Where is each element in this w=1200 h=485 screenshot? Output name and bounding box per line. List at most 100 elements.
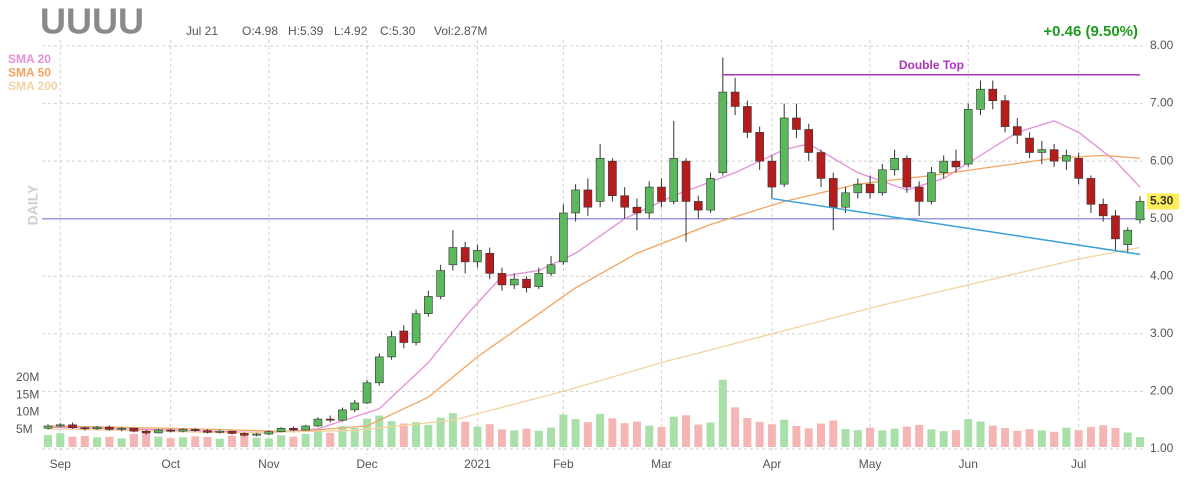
candle-body	[350, 402, 360, 411]
volume-bar	[1086, 426, 1095, 447]
candle-body	[117, 427, 126, 430]
volume-bar	[1074, 430, 1083, 447]
candle-body	[792, 117, 801, 130]
volume-bar	[301, 433, 310, 447]
volume-label: Vol:2.87M	[434, 24, 487, 38]
candle-body	[338, 409, 347, 421]
x-tick-label: Sep	[50, 457, 72, 471]
volume-bar	[1025, 429, 1034, 447]
volume-bar	[915, 424, 924, 447]
volume-bar	[951, 430, 960, 447]
volume-bar	[853, 430, 862, 447]
candle-body	[289, 427, 298, 431]
x-tick-label: Dec	[356, 457, 377, 471]
volume-bar	[252, 437, 261, 447]
volume-bar	[743, 418, 752, 447]
candle-body	[927, 172, 936, 202]
candle-body	[1098, 204, 1108, 217]
candle-body	[1013, 126, 1022, 136]
volume-bar	[620, 423, 629, 447]
sma-line	[47, 120, 1141, 434]
candle-body	[227, 430, 237, 434]
volume-bar	[804, 428, 813, 447]
x-tick-label: Oct	[161, 457, 180, 471]
candle-body	[963, 109, 973, 165]
volume-bar	[1050, 431, 1059, 447]
volume-bar	[731, 407, 740, 447]
volume-bar	[1037, 430, 1046, 447]
volume-bar	[154, 436, 163, 447]
volume-bar	[387, 421, 396, 447]
candle-body	[240, 433, 249, 436]
legend-entry: SMA 200	[8, 79, 58, 93]
candle-body	[755, 132, 764, 162]
candle-body	[730, 91, 740, 107]
candle-body	[976, 88, 985, 110]
volume-bar	[129, 433, 138, 447]
candle-body	[693, 201, 703, 211]
volume-bar	[142, 432, 151, 447]
candle-body	[252, 433, 261, 436]
symbol: UUUU	[40, 1, 144, 42]
candle-body	[779, 117, 789, 185]
candle-body	[485, 252, 495, 274]
volume-bar	[608, 418, 617, 447]
candle-body	[129, 427, 139, 432]
volume-bar	[767, 424, 776, 447]
candle-body	[43, 425, 53, 429]
volume-bar	[326, 432, 335, 447]
volume-bar	[755, 421, 764, 447]
volume-bar	[461, 421, 470, 447]
candle-body	[276, 427, 286, 433]
volume-bar	[669, 416, 678, 447]
candle-body	[583, 189, 593, 208]
volume-bar	[559, 414, 568, 447]
candle-body	[804, 129, 814, 153]
x-tick-label: May	[859, 457, 882, 471]
candle-body	[951, 160, 961, 168]
candle-body	[853, 183, 863, 194]
volume-bar	[277, 435, 286, 447]
volume-bar	[927, 429, 936, 447]
candle-body	[448, 247, 458, 266]
candle-body	[657, 186, 666, 202]
candle-body	[571, 189, 580, 214]
x-tick-label: Jul	[1071, 457, 1086, 471]
volume-bar	[522, 428, 531, 447]
candle-body	[865, 183, 875, 194]
candle-body	[374, 356, 384, 384]
candle-body	[105, 426, 114, 430]
volume-bar	[657, 426, 666, 447]
volume-bar	[1013, 430, 1022, 447]
sma-line	[47, 246, 1141, 434]
candle-body	[681, 160, 691, 202]
price-tag	[1147, 193, 1179, 210]
volume-bar	[792, 425, 801, 447]
volume-bar	[117, 438, 126, 447]
annotation-line	[771, 197, 1141, 256]
x-tick-label: Nov	[258, 457, 279, 471]
candle-body	[632, 206, 642, 214]
low-label: L:4.92	[334, 24, 368, 38]
candle-body	[509, 278, 519, 286]
candle-body	[80, 427, 90, 430]
y-tick-label: 7.00	[1150, 96, 1174, 110]
volume-bar	[706, 422, 715, 447]
candle-body	[914, 186, 924, 202]
volume-bar	[780, 419, 789, 447]
volume-tick-label: 10M	[16, 405, 39, 419]
volume-bar	[534, 430, 543, 447]
candle-body	[497, 273, 507, 286]
x-tick-label: Mar	[651, 457, 672, 471]
volume-bar	[240, 434, 249, 447]
high-label: H:5.39	[288, 24, 324, 38]
candle-body	[546, 264, 556, 274]
volume-bar	[399, 423, 408, 447]
y-tick-label: 1.00	[1150, 441, 1174, 455]
open-label: O:4.98	[242, 24, 278, 38]
volume-bar	[375, 415, 384, 447]
volume-bar	[510, 430, 519, 447]
candle-body	[362, 382, 372, 404]
volume-tick-label: 5M	[16, 422, 33, 436]
